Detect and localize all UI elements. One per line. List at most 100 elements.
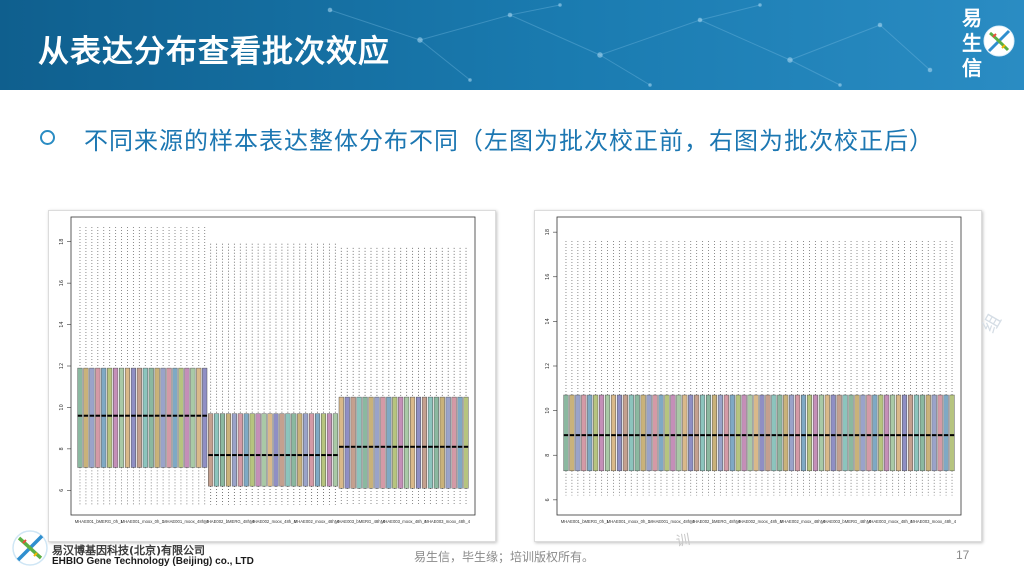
box-sample [783,394,789,472]
page-number: 17 [956,548,970,562]
x-tick-label: MHAE002_bMERG_48h_4 [690,519,741,524]
bullet-text: 不同来源的样本表达整体分布不同（左图为批次校正前，右图为批次校正后） [84,127,934,155]
box-sample [279,413,285,487]
copyright-text: 易生信，毕生缘；培训版权所有。 [414,550,595,564]
box-sample [599,394,605,472]
box-sample [237,413,243,487]
box-sample [878,394,884,472]
box-sample [309,413,315,487]
box-sample [640,394,646,472]
box-sample [380,396,386,489]
y-tick-label: 10 [545,407,551,413]
x-tick-label: MHAE003_moox_48h_4 [910,519,956,524]
box-sample [664,394,670,472]
box-sample [136,367,142,468]
box-sample [184,367,190,468]
x-tick-label: MHAE003_bMERG_48h_4 [821,519,872,524]
box-sample [759,394,765,472]
box-sample [421,396,427,489]
x-tick-label: MHAE003_moox_48h_4 [867,519,913,524]
y-tick-label: 8 [59,447,65,450]
box-sample [753,394,759,472]
y-tick-label: 16 [59,280,65,286]
box-sample [694,394,700,472]
y-tick-label: 10 [59,404,65,410]
box-sample [172,367,178,468]
box-sample [166,367,172,468]
box-sample [267,413,273,487]
box-sample [801,394,807,472]
box-sample [392,396,398,489]
box-sample [178,367,184,468]
box-sample [854,394,860,472]
box-sample [581,394,587,472]
box-sample [320,413,327,487]
boxplot-before-correction: 6 8 10 12 14 16 18 MHAE001_bMERG_0h_1 MHAE001_mo… [48,210,496,542]
logo-text: 易生信 [962,6,982,80]
box-sample [315,413,321,487]
box-sample [824,394,830,472]
box-sample [913,394,919,472]
box-sample [943,394,949,472]
box-sample [404,396,410,489]
box-sample [610,394,617,472]
box-sample [249,413,255,487]
y-tick-label: 8 [545,454,551,457]
dna-helix-icon [983,25,1015,57]
box-sample [723,394,729,472]
box-sample [433,396,439,489]
x-tick-label: MHAE002_moox_48h_4 [780,519,826,524]
box-sample [842,394,848,472]
x-tick-label: MHAE002_moox_48h_4 [250,519,296,524]
box-sample [848,394,854,472]
box-sample [231,413,237,487]
box-sample [765,394,771,472]
box-sample [457,396,463,489]
boxplot-after-correction: 6 8 10 12 14 16 18 MHAE001_bMERG_0h_1 MHAE001_mo… [534,210,982,542]
box-sample [931,394,937,472]
box-sample [77,367,83,468]
x-tick-label: MHAE001_moox_0h_1 [121,519,165,524]
x-tick-label: MHAE002_bMERG_48h_4 [204,519,255,524]
y-tick-label: 14 [59,321,65,327]
box-sample [587,394,593,472]
box-sample [700,394,706,472]
page-title: 从表达分布查看批次效应 [38,34,390,70]
box-sample [344,396,350,489]
box-sample [735,394,741,472]
box-sample [83,367,89,468]
box-sample [89,367,95,468]
box-sample [160,367,166,468]
box-sample [670,394,676,472]
x-tick-label: MHAE003_moox_48h_4 [381,519,427,524]
box-sample [368,396,374,489]
box-sample [634,394,640,472]
box-sample [937,394,943,472]
box-sample [789,394,795,472]
box-sample [219,413,226,487]
box-sample [705,394,712,472]
box-sample [688,394,694,472]
box-sample [190,367,196,468]
box-sample [225,413,231,487]
box-sample [261,413,267,487]
y-tick-label: 18 [59,239,65,245]
box-sample [356,396,362,489]
box-sample [427,396,433,489]
box-sample [711,394,717,472]
x-tick-label: MHAE002_moox_48h_4 [294,519,340,524]
box-sample [747,394,753,472]
box-sample [95,367,101,468]
box-sample [410,396,416,489]
box-sample [872,394,878,472]
box-sample [575,394,581,472]
box-sample [297,413,303,487]
box-sample [741,394,747,472]
box-sample [285,413,291,487]
box-sample [925,394,931,472]
company-name-en: EHBIO Gene Technology (Beijing) co., LTD [52,556,254,567]
box-sample [676,394,682,472]
boxplot-after-svg: 681012141618MHAE001_bMERG_0h_1MHAE001_mo… [545,216,962,524]
box-sample [646,394,652,472]
box-sample [682,394,688,472]
